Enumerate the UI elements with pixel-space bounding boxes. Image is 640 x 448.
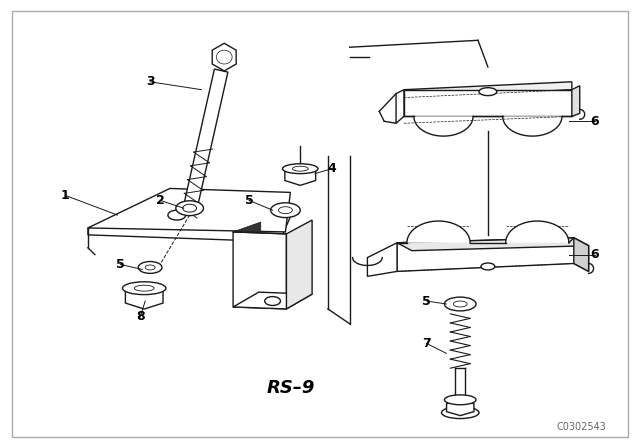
Text: RS–9: RS–9	[266, 379, 314, 397]
Polygon shape	[287, 220, 312, 309]
Text: C0302543: C0302543	[557, 422, 607, 432]
Polygon shape	[574, 238, 589, 271]
Polygon shape	[572, 86, 580, 116]
Polygon shape	[233, 222, 260, 232]
Ellipse shape	[183, 204, 196, 212]
Text: 2: 2	[156, 194, 164, 207]
Text: 4: 4	[328, 162, 336, 175]
Ellipse shape	[481, 263, 495, 270]
Polygon shape	[183, 69, 228, 212]
Ellipse shape	[479, 88, 497, 95]
Ellipse shape	[216, 50, 232, 64]
Ellipse shape	[122, 282, 166, 295]
Text: 8: 8	[136, 310, 145, 323]
Ellipse shape	[282, 164, 318, 174]
Text: 5: 5	[116, 258, 125, 271]
Ellipse shape	[442, 407, 479, 418]
Polygon shape	[285, 166, 316, 185]
Polygon shape	[407, 221, 470, 243]
Ellipse shape	[265, 297, 280, 306]
Polygon shape	[397, 238, 589, 251]
Ellipse shape	[271, 203, 300, 218]
Text: 6: 6	[590, 248, 599, 261]
Ellipse shape	[138, 262, 162, 273]
Polygon shape	[367, 243, 397, 276]
Text: 5: 5	[422, 294, 431, 307]
Ellipse shape	[453, 301, 467, 307]
Polygon shape	[88, 200, 295, 242]
Polygon shape	[404, 82, 572, 98]
Ellipse shape	[145, 265, 155, 270]
Ellipse shape	[168, 210, 186, 220]
Polygon shape	[455, 368, 465, 403]
Text: 1: 1	[61, 189, 70, 202]
Polygon shape	[404, 90, 572, 116]
Polygon shape	[233, 292, 312, 309]
Text: 5: 5	[244, 194, 253, 207]
Polygon shape	[397, 238, 589, 271]
Text: 3: 3	[146, 75, 154, 88]
Ellipse shape	[444, 395, 476, 405]
Polygon shape	[125, 285, 163, 309]
Ellipse shape	[134, 285, 154, 291]
Polygon shape	[506, 221, 569, 243]
Polygon shape	[447, 400, 474, 416]
Polygon shape	[88, 189, 291, 232]
Ellipse shape	[444, 297, 476, 311]
Ellipse shape	[278, 207, 292, 214]
Polygon shape	[233, 232, 287, 309]
Polygon shape	[414, 116, 473, 136]
Ellipse shape	[176, 201, 204, 215]
Polygon shape	[212, 43, 236, 71]
Ellipse shape	[292, 166, 308, 171]
Polygon shape	[396, 90, 404, 123]
Text: 6: 6	[590, 115, 599, 128]
Polygon shape	[502, 116, 562, 136]
Text: 7: 7	[422, 337, 431, 350]
